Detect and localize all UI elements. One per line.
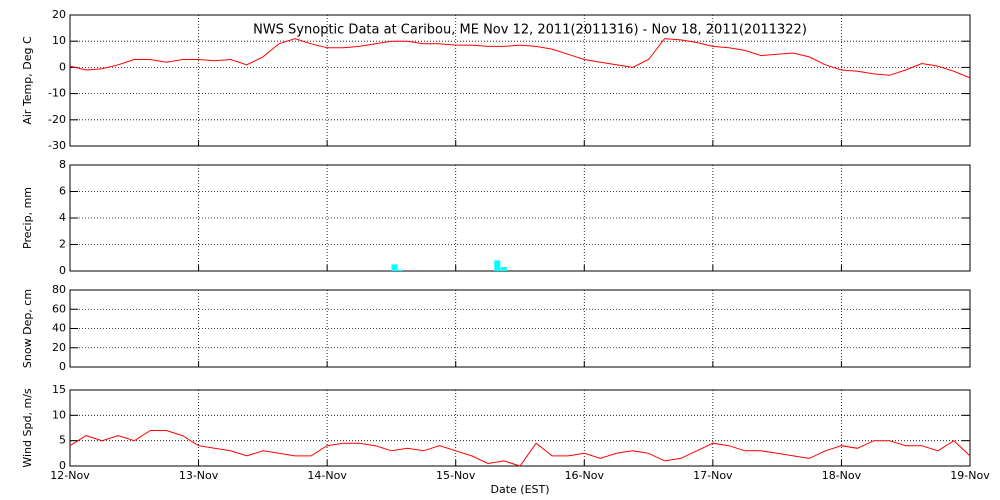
- bar: [494, 260, 501, 271]
- y-tick-label: 0: [59, 60, 66, 73]
- x-tick-label: 14-Nov: [307, 469, 347, 482]
- x-axis-label: Date (EST): [490, 483, 549, 496]
- y-tick-label: 5: [59, 434, 66, 447]
- chart-title: NWS Synoptic Data at Caribou, ME Nov 12,…: [253, 23, 807, 38]
- x-tick-label: 16-Nov: [565, 469, 605, 482]
- y-tick-label: 20: [52, 341, 66, 354]
- y-tick-label: 60: [52, 302, 66, 315]
- y-tick-label: 0: [59, 360, 66, 373]
- x-tick-label: 15-Nov: [436, 469, 476, 482]
- y-tick-label: 4: [59, 211, 66, 224]
- y-tick-label: 10: [52, 408, 66, 421]
- plot-frame: [69, 164, 971, 272]
- y-tick-label: 20: [52, 8, 66, 21]
- bar: [396, 269, 403, 271]
- y-tick-label: 15: [52, 383, 66, 396]
- plot-frame: [69, 289, 971, 368]
- x-tick-label: 17-Nov: [693, 469, 733, 482]
- x-tick-label: 19-Nov: [950, 469, 990, 482]
- y-tick-label: 0: [59, 264, 66, 277]
- x-tick-label: 13-Nov: [179, 469, 219, 482]
- y-axis-label: Precip, mm: [21, 187, 34, 249]
- data-line: [69, 38, 971, 79]
- bar: [500, 267, 507, 271]
- x-tick-label: 18-Nov: [822, 469, 862, 482]
- x-tick-label: 12-Nov: [50, 469, 90, 482]
- y-tick-label: 80: [52, 283, 66, 296]
- y-tick-label: 2: [59, 238, 66, 251]
- y-tick-label: 40: [52, 322, 66, 335]
- y-tick-label: 10: [52, 34, 66, 47]
- y-tick-label: -30: [48, 139, 66, 152]
- data-line: [69, 430, 971, 467]
- plot-frame: [69, 14, 971, 147]
- y-tick-label: -20: [48, 113, 66, 126]
- y-axis-label: Wind Spd, m/s: [21, 388, 34, 468]
- y-axis-label: Air Temp, Deg C: [21, 36, 34, 125]
- bar: [391, 264, 398, 271]
- y-tick-label: 6: [59, 185, 66, 198]
- y-tick-label: 0: [59, 459, 66, 472]
- y-axis-label: Snow Dep, cm: [21, 289, 34, 368]
- y-tick-label: -10: [48, 87, 66, 100]
- y-tick-label: 8: [59, 158, 66, 171]
- plot-frame: [69, 389, 971, 467]
